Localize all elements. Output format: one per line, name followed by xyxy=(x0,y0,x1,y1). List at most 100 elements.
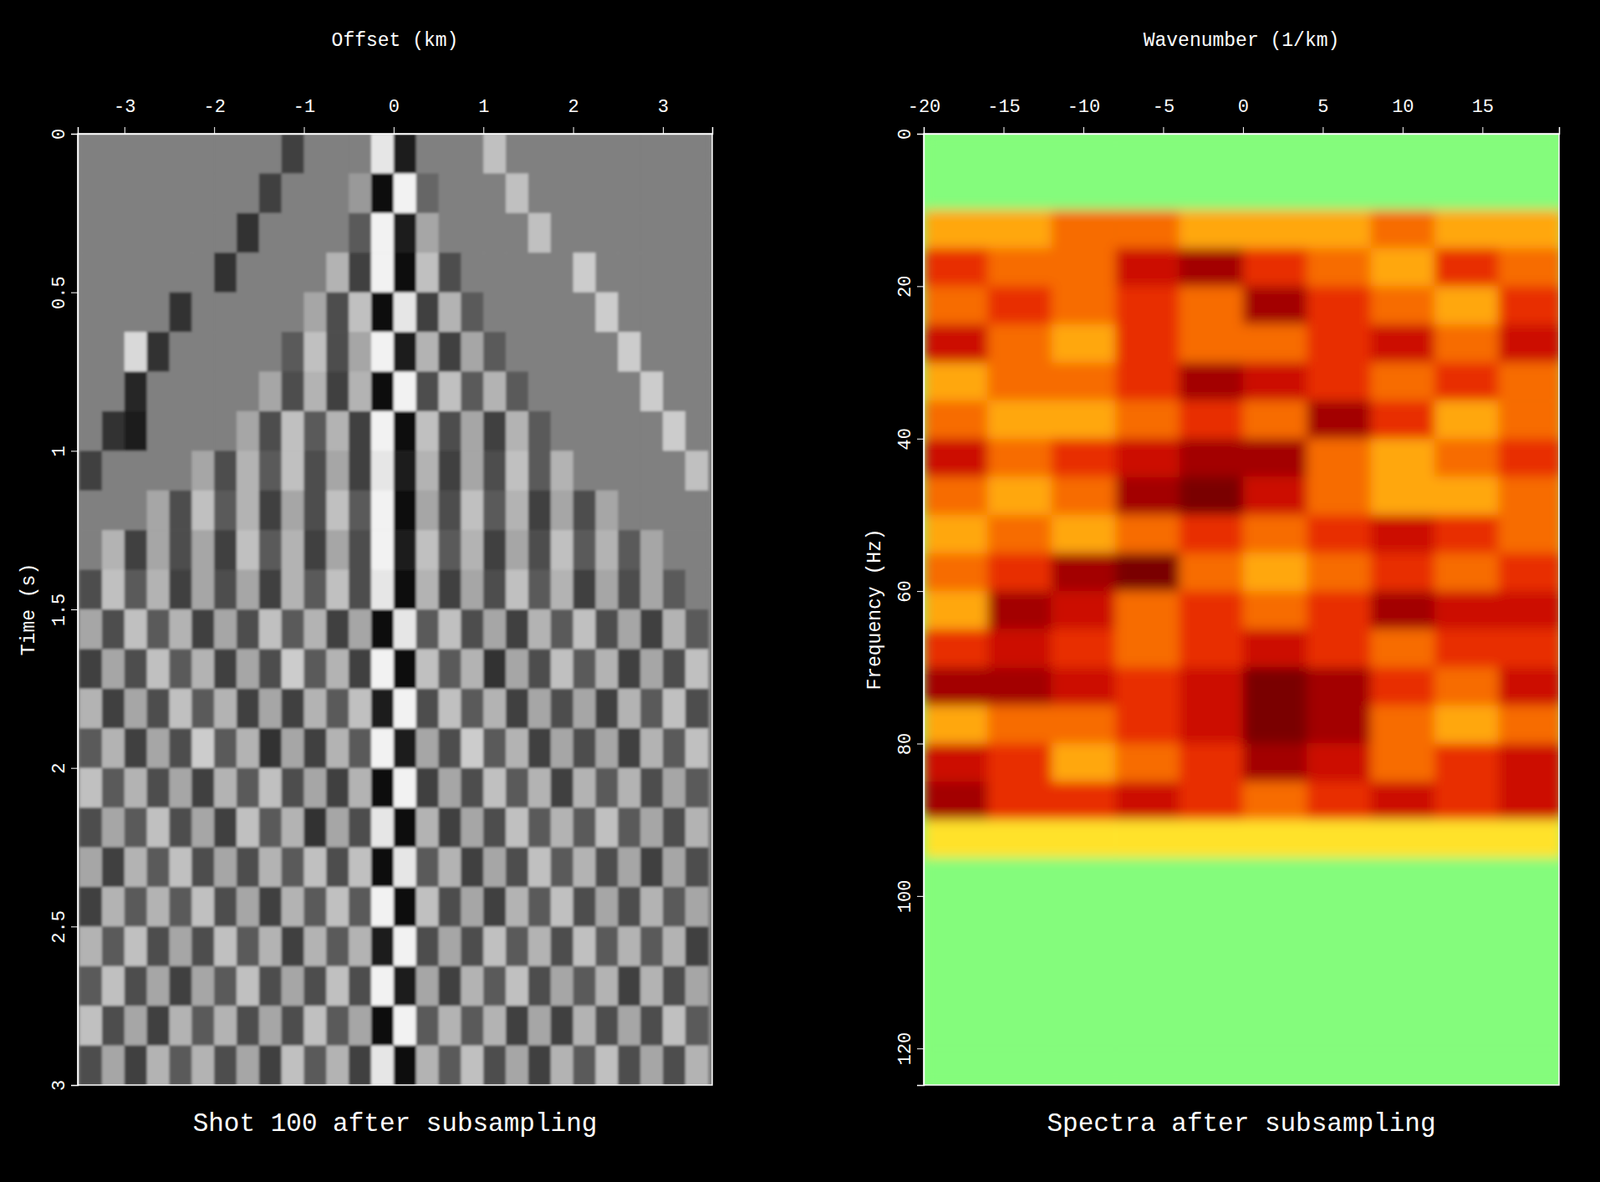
cell xyxy=(191,768,215,809)
cell xyxy=(124,847,148,888)
y-tick-label: 80 xyxy=(895,733,917,755)
y-tick-label: 1 xyxy=(49,445,71,457)
cell xyxy=(1306,324,1371,363)
cell xyxy=(326,490,349,531)
cell xyxy=(1306,667,1371,706)
cell xyxy=(214,331,237,372)
cell xyxy=(124,490,148,531)
cell xyxy=(169,966,193,1007)
cell xyxy=(191,807,215,848)
cell xyxy=(1051,1010,1116,1050)
cell xyxy=(505,490,529,531)
cell xyxy=(236,213,260,254)
cell xyxy=(1306,591,1371,630)
cell xyxy=(573,966,597,1007)
cell xyxy=(685,529,709,571)
cell xyxy=(595,490,618,531)
cell xyxy=(1306,248,1371,287)
cell xyxy=(1179,1048,1244,1086)
cell xyxy=(124,648,148,689)
cell xyxy=(1115,438,1180,478)
cell xyxy=(1434,820,1499,859)
cell xyxy=(1498,209,1560,249)
cell xyxy=(169,490,193,531)
cell xyxy=(214,490,237,531)
cell xyxy=(1051,553,1116,592)
cell xyxy=(1370,629,1436,668)
cell xyxy=(1306,820,1371,859)
cell xyxy=(169,768,193,809)
cell xyxy=(147,807,170,848)
cell xyxy=(416,252,439,293)
cell xyxy=(483,371,506,413)
cell xyxy=(259,213,282,254)
cell xyxy=(101,966,125,1007)
cell xyxy=(528,252,551,293)
cell xyxy=(1434,743,1499,782)
cell xyxy=(483,1045,506,1086)
cell xyxy=(662,252,686,293)
cell xyxy=(101,529,125,571)
cell xyxy=(438,252,462,293)
x-tick: 0 xyxy=(1238,96,1249,134)
cell xyxy=(1434,209,1499,249)
x-axis: -20-15-10-5051015 xyxy=(907,96,1560,135)
cell xyxy=(1051,933,1116,973)
cell xyxy=(259,926,282,967)
cell xyxy=(304,688,327,729)
cell xyxy=(640,609,663,650)
cell xyxy=(214,688,237,729)
cell xyxy=(573,331,597,372)
cell xyxy=(550,411,574,452)
y-tick: 60 xyxy=(895,580,924,602)
cell xyxy=(595,450,618,491)
cell xyxy=(595,252,618,293)
y-tick-mark xyxy=(71,1085,78,1086)
cell xyxy=(348,331,372,372)
cell xyxy=(1243,438,1308,478)
cell xyxy=(573,450,597,491)
cell xyxy=(214,529,237,571)
cell xyxy=(1115,667,1180,706)
cell xyxy=(416,768,439,809)
y-tick-mark xyxy=(917,1048,924,1050)
cell xyxy=(1051,629,1116,668)
cell xyxy=(617,173,641,214)
cell xyxy=(191,648,215,689)
y-tick-mark xyxy=(71,133,78,135)
cell xyxy=(304,728,327,769)
cell xyxy=(550,529,574,571)
cell xyxy=(573,926,597,967)
cell xyxy=(460,688,484,729)
cell xyxy=(281,450,305,491)
cell xyxy=(987,285,1052,325)
cell xyxy=(1243,629,1308,668)
cell xyxy=(573,529,597,571)
cell xyxy=(259,609,282,650)
cell xyxy=(1434,1010,1499,1050)
cell xyxy=(1370,248,1436,287)
cell xyxy=(923,172,989,211)
cell xyxy=(79,173,102,214)
cell xyxy=(550,609,574,650)
cell xyxy=(169,173,193,214)
cell xyxy=(987,896,1052,935)
cell xyxy=(1179,400,1244,439)
cell xyxy=(923,972,989,1011)
x-tick-label: -10 xyxy=(1067,96,1101,118)
cell xyxy=(923,1048,989,1086)
cell xyxy=(281,331,305,372)
cell xyxy=(685,966,709,1007)
cell xyxy=(416,490,439,531)
x-tick: 10 xyxy=(1391,96,1414,134)
cell xyxy=(505,331,529,372)
cell xyxy=(79,807,102,848)
cell xyxy=(438,173,462,214)
cell xyxy=(326,331,349,372)
cell xyxy=(460,173,484,214)
cell xyxy=(1498,743,1560,782)
cell xyxy=(147,490,170,531)
cell xyxy=(393,570,417,611)
cell xyxy=(124,1045,148,1086)
cell xyxy=(640,966,663,1007)
